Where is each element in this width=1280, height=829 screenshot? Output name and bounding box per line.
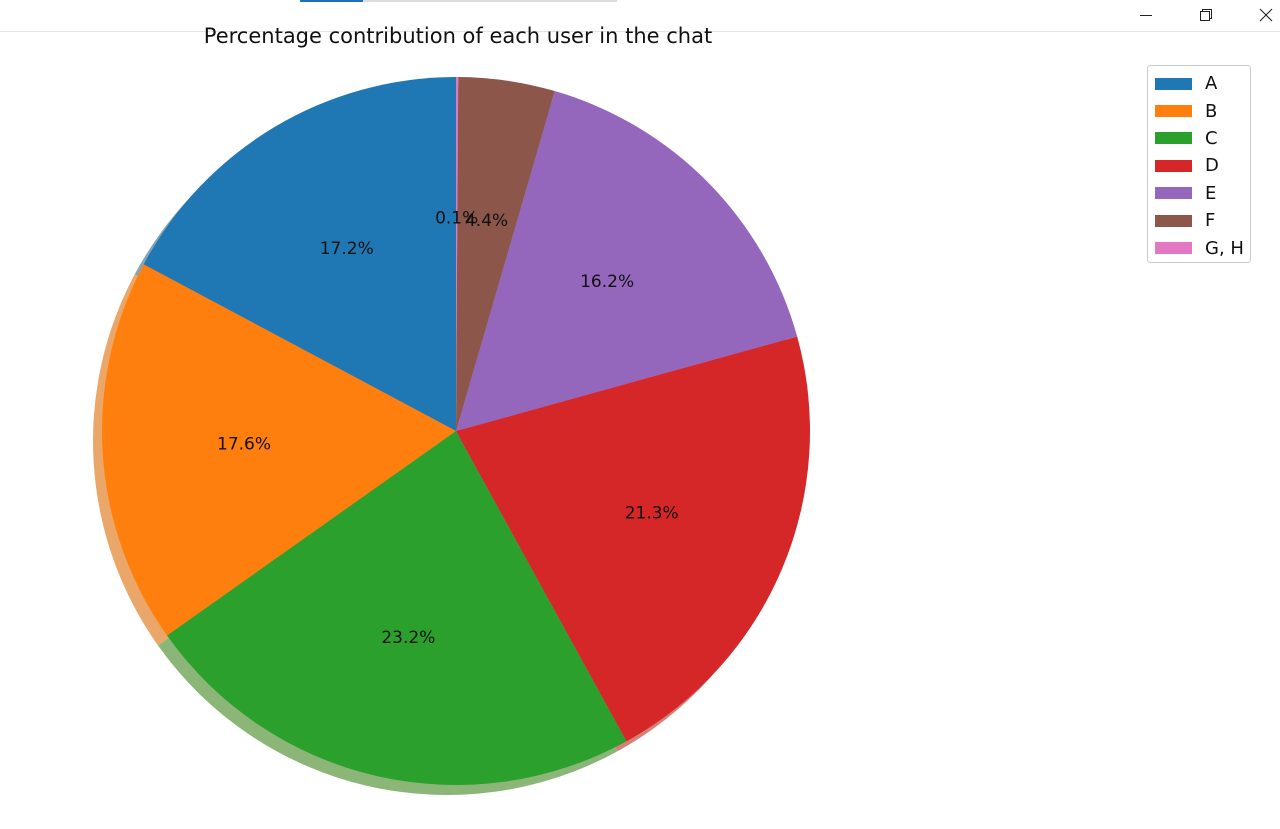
pie-slice-g-h	[456, 77, 459, 431]
legend-item-b: B	[1148, 97, 1250, 124]
pie-value-label-f: 4.4%	[465, 211, 508, 231]
tab-strip[interactable]	[300, 0, 617, 2]
pie-value-label-e: 16.2%	[580, 272, 634, 292]
legend-label-f: F	[1205, 210, 1216, 232]
legend-item-f: F	[1148, 207, 1250, 234]
pie-slice-c	[167, 431, 627, 785]
pie-slice-a	[143, 77, 457, 431]
legend-item-g-h: G, H	[1148, 234, 1250, 261]
legend-item-c: C	[1148, 125, 1250, 152]
legend-swatch-b	[1155, 105, 1192, 118]
legend-swatch-c	[1155, 132, 1192, 145]
legend-swatch-a	[1155, 77, 1192, 90]
legend-swatch-e	[1155, 187, 1192, 200]
legend-label-c: C	[1205, 127, 1218, 149]
pie-slice-f	[456, 77, 555, 431]
chart-title: Percentage contribution of each user in …	[203, 24, 713, 48]
legend-item-e: E	[1148, 180, 1250, 207]
minimize-icon	[1140, 15, 1152, 16]
title-bar	[0, 0, 1280, 32]
pie-value-label-b: 17.6%	[217, 434, 271, 454]
pie-slice-e	[456, 91, 798, 432]
legend-item-d: D	[1148, 152, 1250, 179]
legend-label-g-h: G, H	[1205, 237, 1244, 259]
minimize-button[interactable]	[1116, 0, 1176, 30]
legend-label-d: D	[1205, 155, 1219, 177]
restore-button[interactable]	[1176, 0, 1236, 30]
close-button[interactable]	[1236, 0, 1280, 30]
active-tab-indicator	[300, 0, 363, 2]
legend-swatch-g-h	[1155, 242, 1192, 255]
legend-swatch-d	[1155, 159, 1192, 172]
pie-value-label-d: 21.3%	[625, 504, 679, 524]
pie-value-labels: 17.2% 17.6% 23.2% 21.3% 16.2% 4.4%0.1%	[217, 209, 679, 648]
pie-slice-d	[456, 336, 811, 742]
legend-label-a: A	[1205, 73, 1218, 95]
legend-label-e: E	[1205, 182, 1217, 204]
chart-legend: A B C D E F G, H	[1147, 65, 1251, 263]
pie-value-label-g-h: 0.1%	[435, 209, 478, 229]
restore-icon	[1200, 9, 1212, 21]
legend-swatch-f	[1155, 214, 1192, 227]
pie-value-label-c: 23.2%	[381, 628, 435, 648]
pie-value-label-a: 17.2%	[320, 239, 374, 259]
legend-item-a: A	[1148, 70, 1250, 97]
close-icon	[1259, 8, 1273, 22]
pie-slice-b	[101, 264, 456, 636]
legend-label-b: B	[1205, 100, 1218, 122]
pie-slices	[101, 77, 811, 785]
